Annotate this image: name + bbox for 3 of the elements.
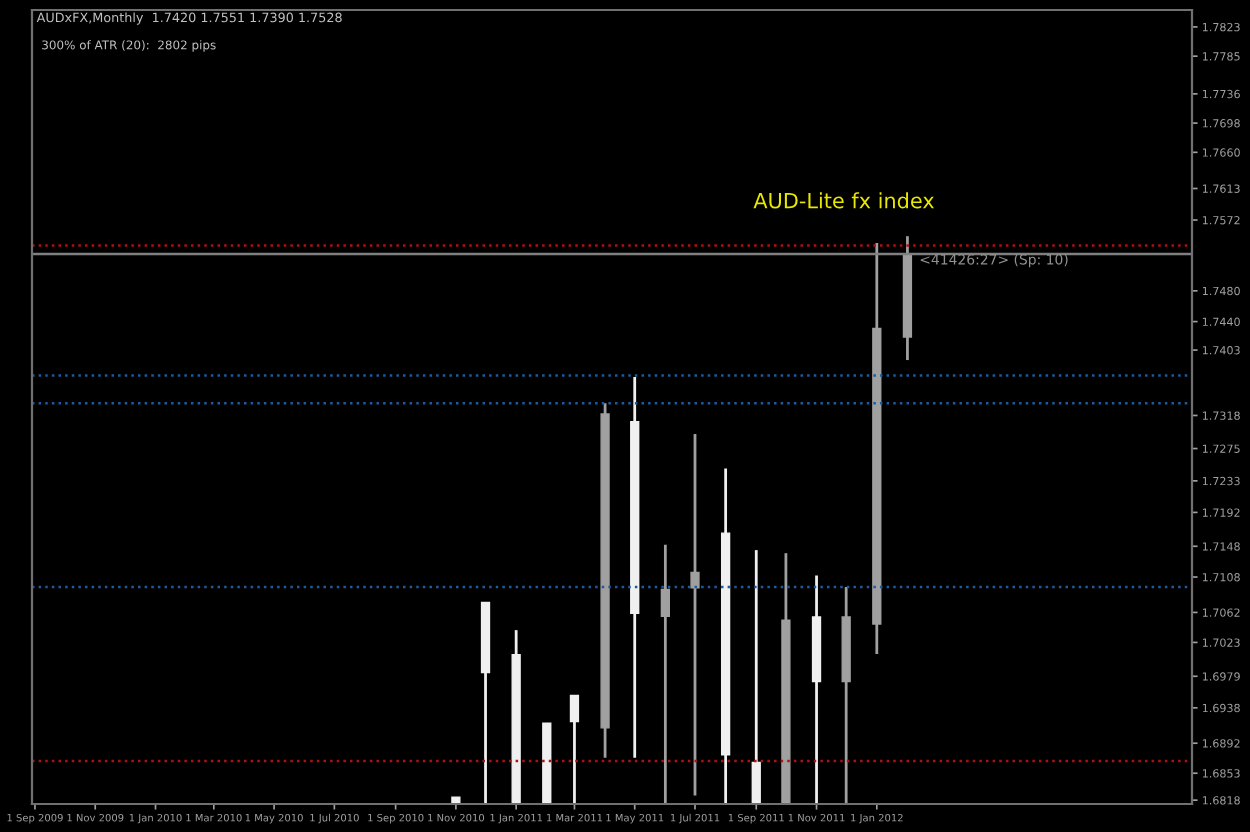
- annotation: AUD-Lite fx index: [753, 192, 934, 209]
- candlestick: [451, 796, 461, 804]
- candlestick: [542, 722, 552, 804]
